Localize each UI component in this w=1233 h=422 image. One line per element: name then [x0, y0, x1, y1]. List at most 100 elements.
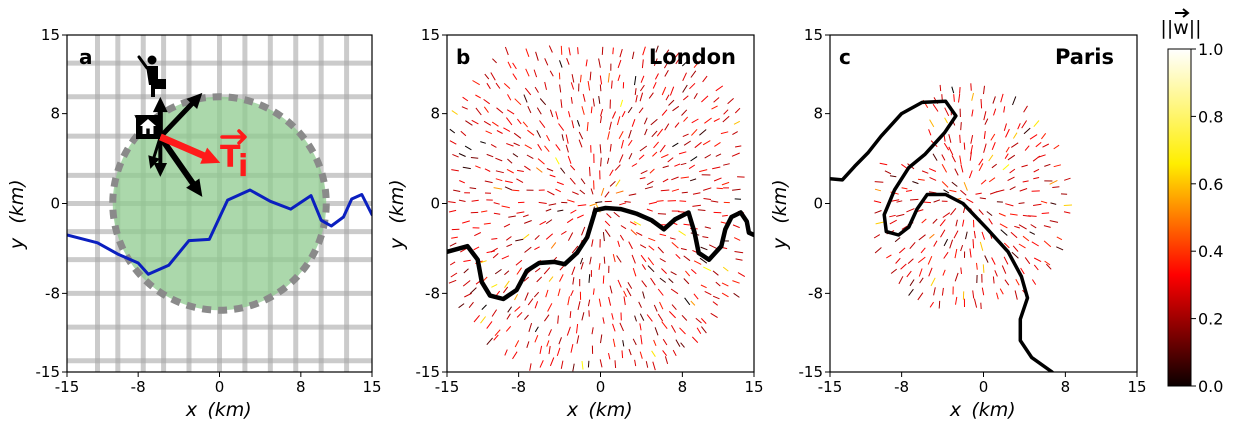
field-vector — [683, 223, 690, 226]
field-vector — [642, 291, 645, 299]
field-vector — [982, 264, 985, 273]
field-vector — [506, 236, 512, 241]
field-vector — [690, 269, 697, 275]
field-vector — [972, 290, 975, 299]
field-vector — [663, 49, 670, 58]
field-vector — [558, 337, 562, 345]
field-vector — [523, 276, 530, 282]
field-vector — [664, 123, 670, 131]
x-tick-label: 0 — [596, 378, 606, 396]
field-vector — [561, 134, 564, 141]
field-vector — [714, 141, 721, 147]
field-vector — [646, 208, 653, 212]
field-vector — [668, 99, 675, 106]
field-vector — [544, 145, 550, 153]
field-vector — [638, 301, 642, 308]
field-vector — [984, 255, 989, 263]
field-vector — [471, 119, 479, 125]
field-vector — [616, 255, 622, 263]
field-vector — [549, 357, 555, 367]
field-vector — [1000, 229, 1008, 236]
field-vector — [1056, 246, 1064, 251]
field-vector — [988, 177, 996, 183]
field-vector — [580, 178, 586, 185]
x-axis-unit: (km) — [971, 399, 1015, 421]
colorbar-tick-label: 1.0 — [1198, 40, 1223, 59]
colorbar-tick-label: 0.0 — [1198, 377, 1223, 396]
field-vector — [639, 244, 647, 249]
field-vector — [675, 339, 681, 347]
field-vector — [619, 202, 627, 206]
field-vector — [966, 198, 974, 204]
field-vector — [963, 182, 968, 191]
person-with-briefcase-icon — [137, 55, 166, 97]
field-vector — [486, 337, 493, 346]
field-vector — [661, 321, 668, 330]
field-vector — [732, 224, 740, 229]
field-vector — [534, 246, 540, 251]
colorbar-tick-label: 0.8 — [1198, 107, 1223, 126]
field-vector — [614, 164, 621, 171]
field-vector — [959, 87, 961, 94]
field-vector — [971, 92, 974, 101]
field-vector — [951, 86, 955, 94]
field-vector — [998, 212, 1006, 217]
field-vector — [527, 298, 534, 306]
field-vector — [700, 284, 707, 289]
field-vector — [587, 81, 591, 91]
field-vector — [905, 189, 912, 192]
field-vector — [603, 256, 606, 264]
field-vector — [567, 155, 572, 164]
field-vector — [585, 59, 588, 67]
trip-arrow — [158, 133, 211, 162]
field-vector — [912, 181, 919, 185]
field-vector — [462, 96, 469, 102]
field-vector — [486, 321, 493, 329]
field-vector — [451, 110, 458, 115]
field-vector — [654, 327, 659, 336]
field-vector — [953, 94, 955, 102]
field-vector — [604, 220, 611, 227]
field-vector — [607, 131, 610, 140]
field-vector — [959, 134, 961, 144]
field-vector — [651, 350, 656, 357]
field-vector — [948, 134, 952, 143]
field-vector — [615, 190, 624, 194]
field-vector — [933, 287, 936, 296]
field-vector — [640, 334, 643, 345]
field-vector — [543, 267, 551, 275]
field-vector — [1031, 279, 1037, 285]
field-vector — [589, 256, 592, 265]
field-vector — [631, 51, 635, 60]
field-vector — [874, 247, 882, 254]
field-vector — [723, 163, 730, 166]
field-vector — [983, 143, 987, 153]
field-vector — [978, 163, 984, 172]
field-vector — [558, 123, 565, 131]
field-vector — [693, 92, 698, 99]
field-vector — [1033, 177, 1040, 180]
field-vector — [672, 105, 680, 112]
field-vector — [874, 181, 884, 183]
field-vector — [606, 157, 610, 164]
field-vector — [537, 158, 545, 165]
field-vector — [898, 247, 906, 254]
field-vector — [568, 47, 571, 56]
field-vector — [449, 140, 457, 145]
field-vector — [943, 251, 949, 259]
y-tick-label: -8 — [45, 284, 60, 302]
field-vector — [681, 314, 688, 321]
field-vector — [483, 106, 489, 113]
field-vector — [659, 144, 666, 153]
field-vector — [604, 191, 610, 198]
field-vector — [671, 188, 680, 192]
field-vector — [895, 257, 901, 264]
field-vector — [721, 181, 730, 186]
field-vector — [702, 236, 709, 239]
field-vector — [996, 292, 999, 300]
field-vector — [653, 304, 658, 312]
field-vector — [942, 269, 946, 276]
field-vector — [550, 242, 557, 249]
field-vector — [723, 109, 729, 115]
field-vector — [576, 120, 581, 127]
